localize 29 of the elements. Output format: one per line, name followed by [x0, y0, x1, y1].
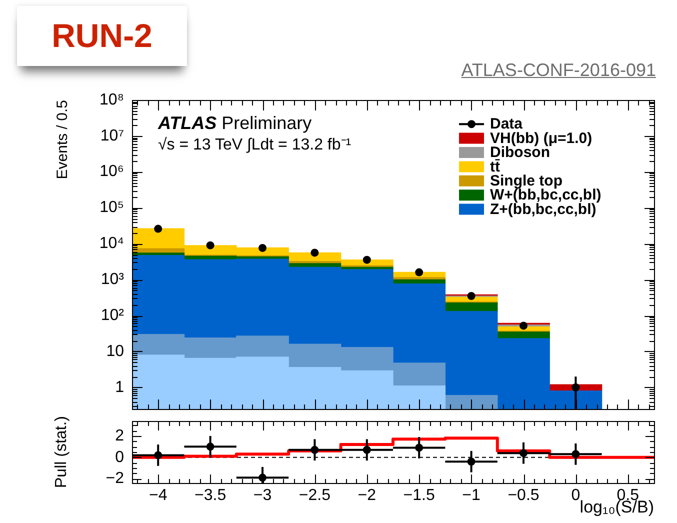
y-tick-label: 10⁵ [100, 199, 124, 216]
y-tick-label: 10³ [100, 271, 125, 288]
legend-label: Single top [490, 172, 562, 190]
badge: RUN-2 [17, 6, 187, 66]
x-tick-label: −1.5 [403, 487, 435, 504]
x-tick-label: −4 [148, 487, 168, 504]
x-tick-label: −3.5 [194, 487, 226, 504]
y-axis-title: Events / 0.5 [54, 100, 72, 180]
annotation: √s = 13 TeV ∫Ldt = 13.2 fb⁻¹ [158, 136, 352, 154]
y-tick-label: 2 [115, 427, 124, 444]
text: ATLAS-CONF-2016-091 [461, 60, 656, 80]
y-axis-title: Pull (stat.) [53, 416, 70, 488]
x-tick-label: −1 [462, 487, 481, 504]
x-tick-label: −2.5 [298, 487, 331, 504]
x-tick-label: 0 [571, 487, 580, 504]
y-tick-label: 10⁸ [99, 91, 124, 108]
y-tick-label: 10⁷ [100, 127, 124, 144]
y-tick-label: 0 [115, 448, 124, 466]
y-tick-label: 10 [106, 342, 124, 360]
y-tick-label: 10² [100, 306, 125, 324]
y-tick-label: 10⁴ [99, 235, 124, 252]
legend-label: tt̄ [490, 158, 500, 176]
y-tick-label: 10⁶ [100, 163, 124, 180]
x-tick-label: −2 [358, 487, 376, 504]
x-tick-label: −0.5 [508, 487, 540, 504]
y-tick-label: −2 [106, 470, 124, 488]
annotation: ATLAS Preliminary [157, 112, 312, 133]
x-tick-label: −3 [253, 487, 272, 504]
y-tick-label: 1 [115, 378, 124, 396]
